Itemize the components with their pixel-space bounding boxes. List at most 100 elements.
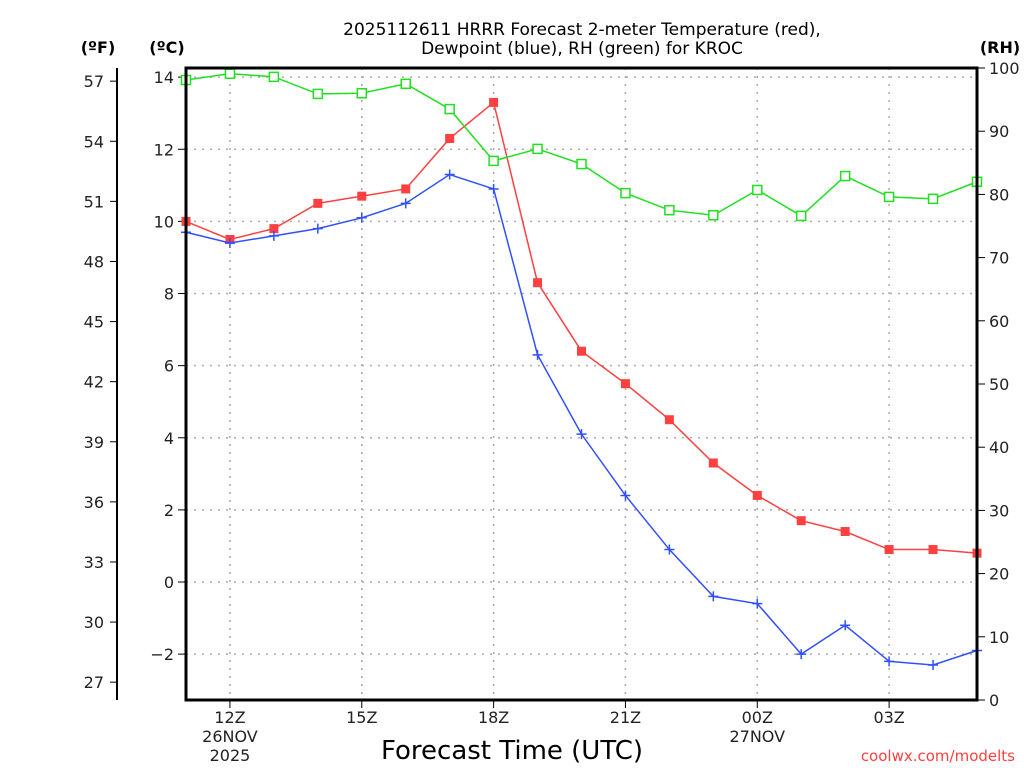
- rh-point: [356, 88, 368, 99]
- fahrenheit-tick-label: 27: [84, 673, 104, 692]
- fahrenheit-tick-label: 48: [84, 252, 104, 271]
- fahrenheit-tick-label: 30: [84, 613, 104, 632]
- celsius-tick-label: 6: [164, 357, 174, 376]
- dewpoint-point: [400, 198, 411, 209]
- series-dewpoint: [181, 169, 982, 670]
- dewpoint-point: [532, 349, 543, 360]
- temperature-point: [401, 184, 411, 194]
- temperature-line: [185, 101, 978, 554]
- x-tick-label: 00Z: [742, 708, 773, 727]
- rh-point: [268, 71, 280, 83]
- temperature-point: [620, 379, 630, 389]
- rh-point: [444, 103, 455, 115]
- rh-tick-label: 30: [989, 501, 1009, 520]
- temperature-point: [445, 133, 455, 143]
- fahrenheit-tick-label: 45: [84, 313, 104, 332]
- rh-point: [883, 191, 895, 203]
- x-tick-label: 21Z: [610, 708, 641, 727]
- temperature-point: [489, 97, 499, 107]
- rh-point: [576, 158, 587, 170]
- rh-point: [620, 187, 631, 199]
- dewpoint-point: [708, 591, 719, 602]
- rh-point: [664, 204, 675, 216]
- rh-tick-label: 60: [989, 312, 1009, 331]
- rh-tick-label: 0: [989, 691, 999, 710]
- dewpoint-point: [576, 429, 587, 440]
- rh-line: [185, 72, 978, 217]
- temperature-point: [840, 527, 850, 537]
- dewpoint-point: [488, 183, 499, 194]
- series-rh: [180, 68, 983, 222]
- celsius-tick-label: 10: [154, 212, 174, 231]
- fahrenheit-tick-label: 33: [84, 553, 104, 572]
- temperature-point: [577, 346, 586, 356]
- chart-title-line2: Dewpoint (blue), RH (green) for KROC: [421, 39, 743, 59]
- dewpoint-point: [840, 620, 851, 631]
- temperature-point: [752, 490, 762, 500]
- x-tick-label: 18Z: [478, 708, 509, 727]
- dewpoint-point: [356, 212, 367, 223]
- rh-tick-label: 70: [989, 249, 1009, 268]
- x-tick-label: 03Z: [873, 708, 904, 727]
- rh-point: [400, 78, 411, 90]
- rh-point: [927, 193, 939, 205]
- rh-point: [752, 184, 763, 196]
- celsius-tick-label: 2: [164, 501, 174, 520]
- fahrenheit-unit-label: (ºF): [81, 38, 116, 57]
- temperature-point: [533, 278, 543, 288]
- celsius-tick-label: 8: [164, 285, 174, 304]
- fahrenheit-tick-label: 42: [84, 373, 104, 392]
- temperature-point: [313, 198, 323, 208]
- x-tick-date-label: 26NOV: [202, 727, 258, 746]
- dewpoint-point: [796, 649, 807, 660]
- credit-text: coolwx.com/modelts: [861, 747, 1015, 765]
- rh-tick-label: 50: [989, 375, 1009, 394]
- celsius-tick-label: 12: [154, 140, 174, 159]
- fahrenheit-tick-label: 54: [84, 132, 104, 151]
- x-tick-year-label: 2025: [210, 746, 251, 765]
- celsius-tick-label: 0: [164, 573, 174, 592]
- dewpoint-point: [268, 230, 279, 241]
- fahrenheit-tick-label: 36: [84, 493, 104, 512]
- temperature-point: [269, 224, 279, 234]
- chart-title-line1: 2025112611 HRRR Forecast 2-meter Tempera…: [343, 20, 821, 40]
- dewpoint-line: [185, 173, 978, 666]
- fahrenheit-axis: 57 54 51 48 45 42 39 36 33 30 27: [84, 68, 118, 700]
- rh-point: [708, 210, 719, 221]
- dewpoint-point: [620, 490, 631, 501]
- rh-tick-label: 20: [989, 565, 1009, 584]
- rh-tick-label: 40: [989, 438, 1009, 457]
- fahrenheit-tick-label: 39: [84, 433, 104, 452]
- rh-point: [795, 210, 807, 222]
- x-tick-label: 12Z: [214, 708, 245, 727]
- rh-tick-label: 100: [989, 59, 1020, 78]
- celsius-tick-label: 4: [164, 429, 174, 448]
- temperature-point: [884, 545, 894, 555]
- rh-point: [312, 88, 324, 100]
- rh-point: [532, 143, 543, 155]
- fahrenheit-tick-label: 51: [84, 192, 104, 211]
- temperature-point: [796, 516, 806, 526]
- temperature-point: [664, 415, 674, 425]
- rh-tick-label: 10: [989, 628, 1009, 647]
- plot-frame: [184, 66, 979, 702]
- x-tick-date-label: 27NOV: [729, 727, 785, 746]
- rh-tick-label: 90: [989, 122, 1009, 141]
- grid: [186, 68, 977, 700]
- celsius-unit-label: (ºC): [149, 38, 184, 57]
- dewpoint-point: [928, 659, 939, 670]
- x-tick-label: 15Z: [346, 708, 377, 727]
- x-axis-title: Forecast Time (UTC): [381, 736, 643, 766]
- temperature-point: [928, 545, 938, 555]
- temperature-point: [708, 458, 718, 468]
- series-layer: [180, 68, 983, 670]
- rh-point: [224, 68, 236, 79]
- dewpoint-point: [444, 169, 455, 180]
- rh-point: [488, 155, 499, 167]
- temperature-point: [357, 191, 367, 201]
- celsius-tick-label: −2: [150, 645, 174, 664]
- dewpoint-point: [664, 544, 675, 555]
